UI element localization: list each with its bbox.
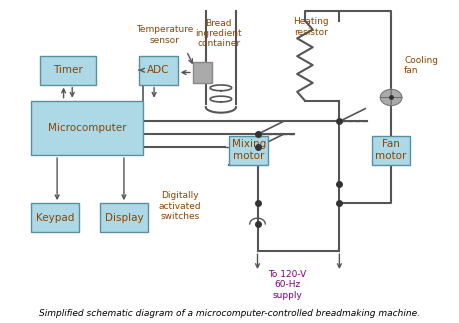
Text: To 120-V
60-Hz
supply: To 120-V 60-Hz supply (269, 270, 307, 300)
Text: ADC: ADC (147, 65, 170, 75)
FancyBboxPatch shape (372, 136, 410, 165)
FancyBboxPatch shape (230, 136, 268, 165)
FancyBboxPatch shape (31, 203, 78, 232)
Text: Cooling
fan: Cooling fan (404, 56, 438, 75)
Text: Heating
resistor: Heating resistor (294, 17, 329, 37)
Text: Fan
motor: Fan motor (375, 140, 407, 161)
Polygon shape (381, 89, 391, 98)
FancyBboxPatch shape (139, 56, 178, 85)
Text: Timer: Timer (53, 65, 83, 75)
FancyBboxPatch shape (31, 101, 143, 155)
Text: Mixing
motor: Mixing motor (232, 140, 266, 161)
Text: Bread
ingredient
container: Bread ingredient container (196, 18, 242, 48)
Polygon shape (391, 98, 402, 106)
Polygon shape (381, 98, 391, 106)
Text: Temperature
sensor: Temperature sensor (136, 25, 194, 45)
FancyBboxPatch shape (40, 56, 96, 85)
Text: Digitally
activated
switches: Digitally activated switches (159, 192, 201, 221)
Text: Keypad: Keypad (36, 213, 74, 223)
Text: Simplified schematic diagram of a microcomputer-controlled breadmaking machine.: Simplified schematic diagram of a microc… (39, 309, 420, 318)
Text: Display: Display (105, 213, 143, 223)
FancyBboxPatch shape (100, 203, 148, 232)
FancyBboxPatch shape (193, 62, 212, 83)
Text: Microcomputer: Microcomputer (48, 123, 127, 133)
Polygon shape (391, 89, 402, 98)
